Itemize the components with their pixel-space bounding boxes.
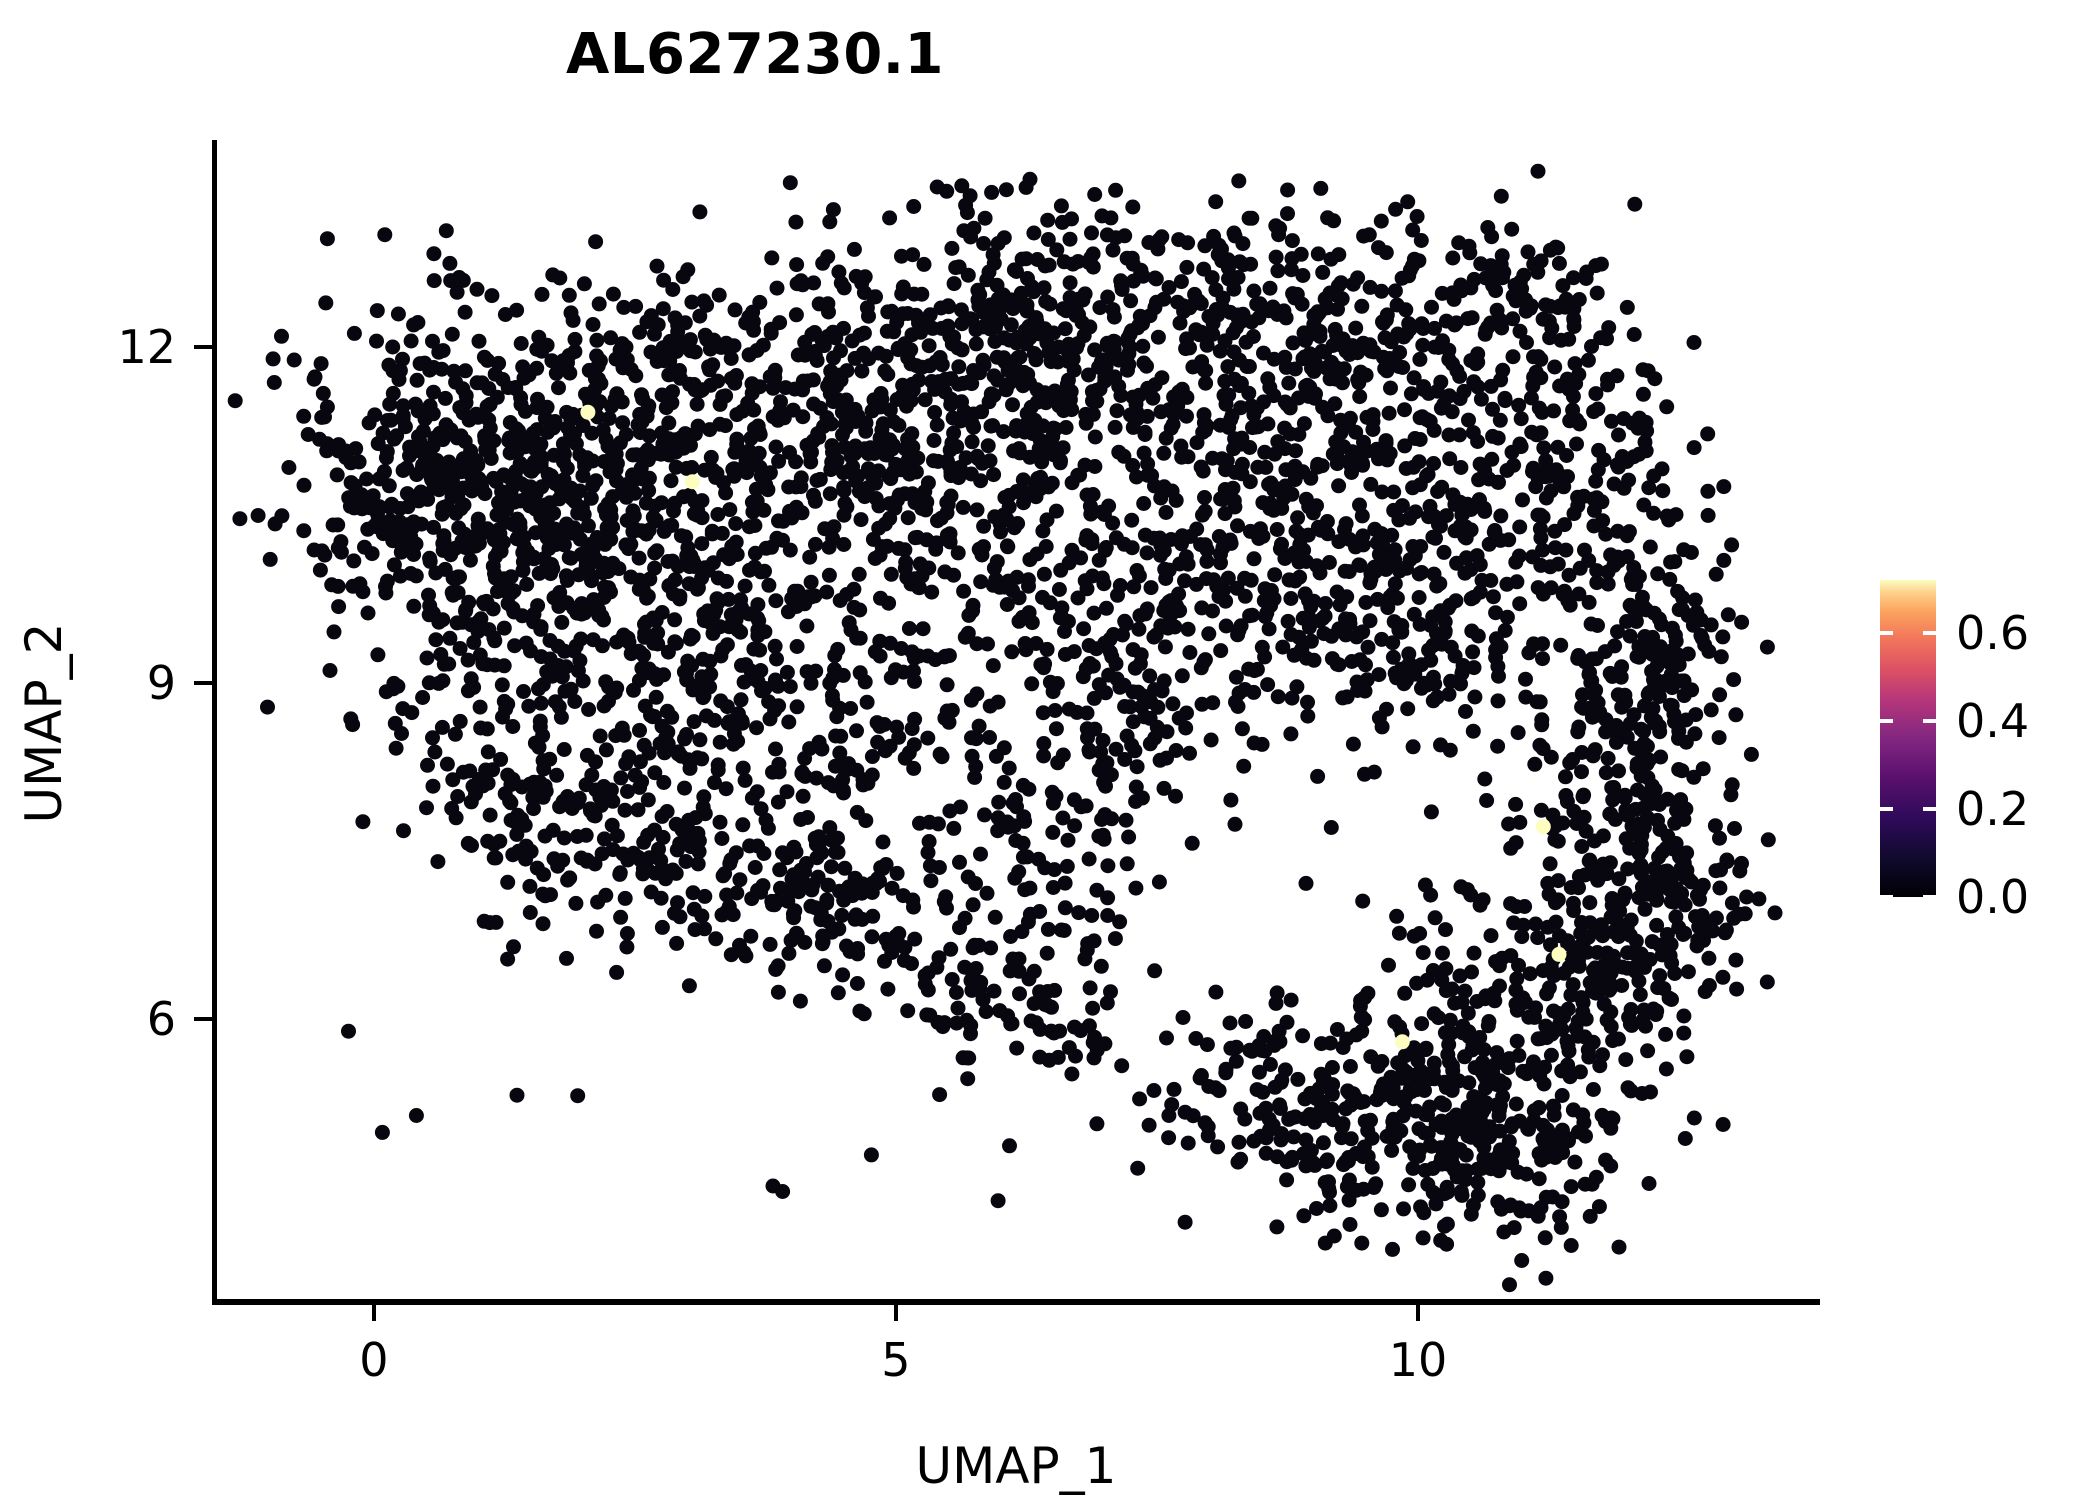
y-axis-label: UMAP_2	[15, 622, 73, 823]
colorbar-tick-mark	[1880, 630, 1893, 635]
colorbar-tick-mark	[1923, 895, 1936, 899]
x-tick-mark	[893, 1305, 898, 1321]
colorbar-tick-label: 0.2	[1956, 781, 2030, 836]
y-tick-mark	[194, 345, 212, 350]
y-tick-label: 6	[146, 992, 176, 1047]
x-axis-label: UMAP_1	[915, 1437, 1117, 1495]
scatter-points	[227, 163, 1783, 1293]
x-tick-mark	[371, 1305, 376, 1321]
page-title: AL627230.1	[565, 22, 945, 87]
y-axis-spine	[212, 140, 217, 1305]
colorbar-tick-label: 0.6	[1956, 605, 2030, 660]
x-tick-mark	[1416, 1305, 1420, 1321]
colorbar-tick-mark	[1880, 806, 1893, 811]
colorbar-tick-mark	[1923, 718, 1936, 723]
plot-axes: 0 5 10 6 9 12 UMAP_1 UMAP_2	[15, 140, 1820, 1495]
x-tick-label: 0	[359, 1333, 389, 1387]
colorbar-tick-mark	[1923, 630, 1936, 635]
colorbar: 0.0 0.2 0.4 0.6	[1880, 580, 2029, 924]
y-tick-mark	[194, 681, 212, 686]
colorbar-gradient	[1880, 580, 1936, 897]
scatter-layer	[212, 140, 1820, 1305]
y-tick-label: 12	[117, 320, 176, 375]
colorbar-tick-label: 0.4	[1956, 693, 2030, 748]
colorbar-tick-mark	[1880, 895, 1893, 899]
y-tick-label: 9	[146, 656, 176, 711]
colorbar-tick-mark	[1923, 806, 1936, 811]
x-axis-spine	[212, 1299, 1820, 1305]
y-tick-mark	[194, 1017, 212, 1022]
colorbar-tick-mark	[1880, 718, 1893, 723]
colorbar-tick-label: 0.0	[1956, 870, 2030, 924]
x-tick-label: 5	[881, 1333, 911, 1387]
x-tick-label: 10	[1388, 1333, 1448, 1387]
